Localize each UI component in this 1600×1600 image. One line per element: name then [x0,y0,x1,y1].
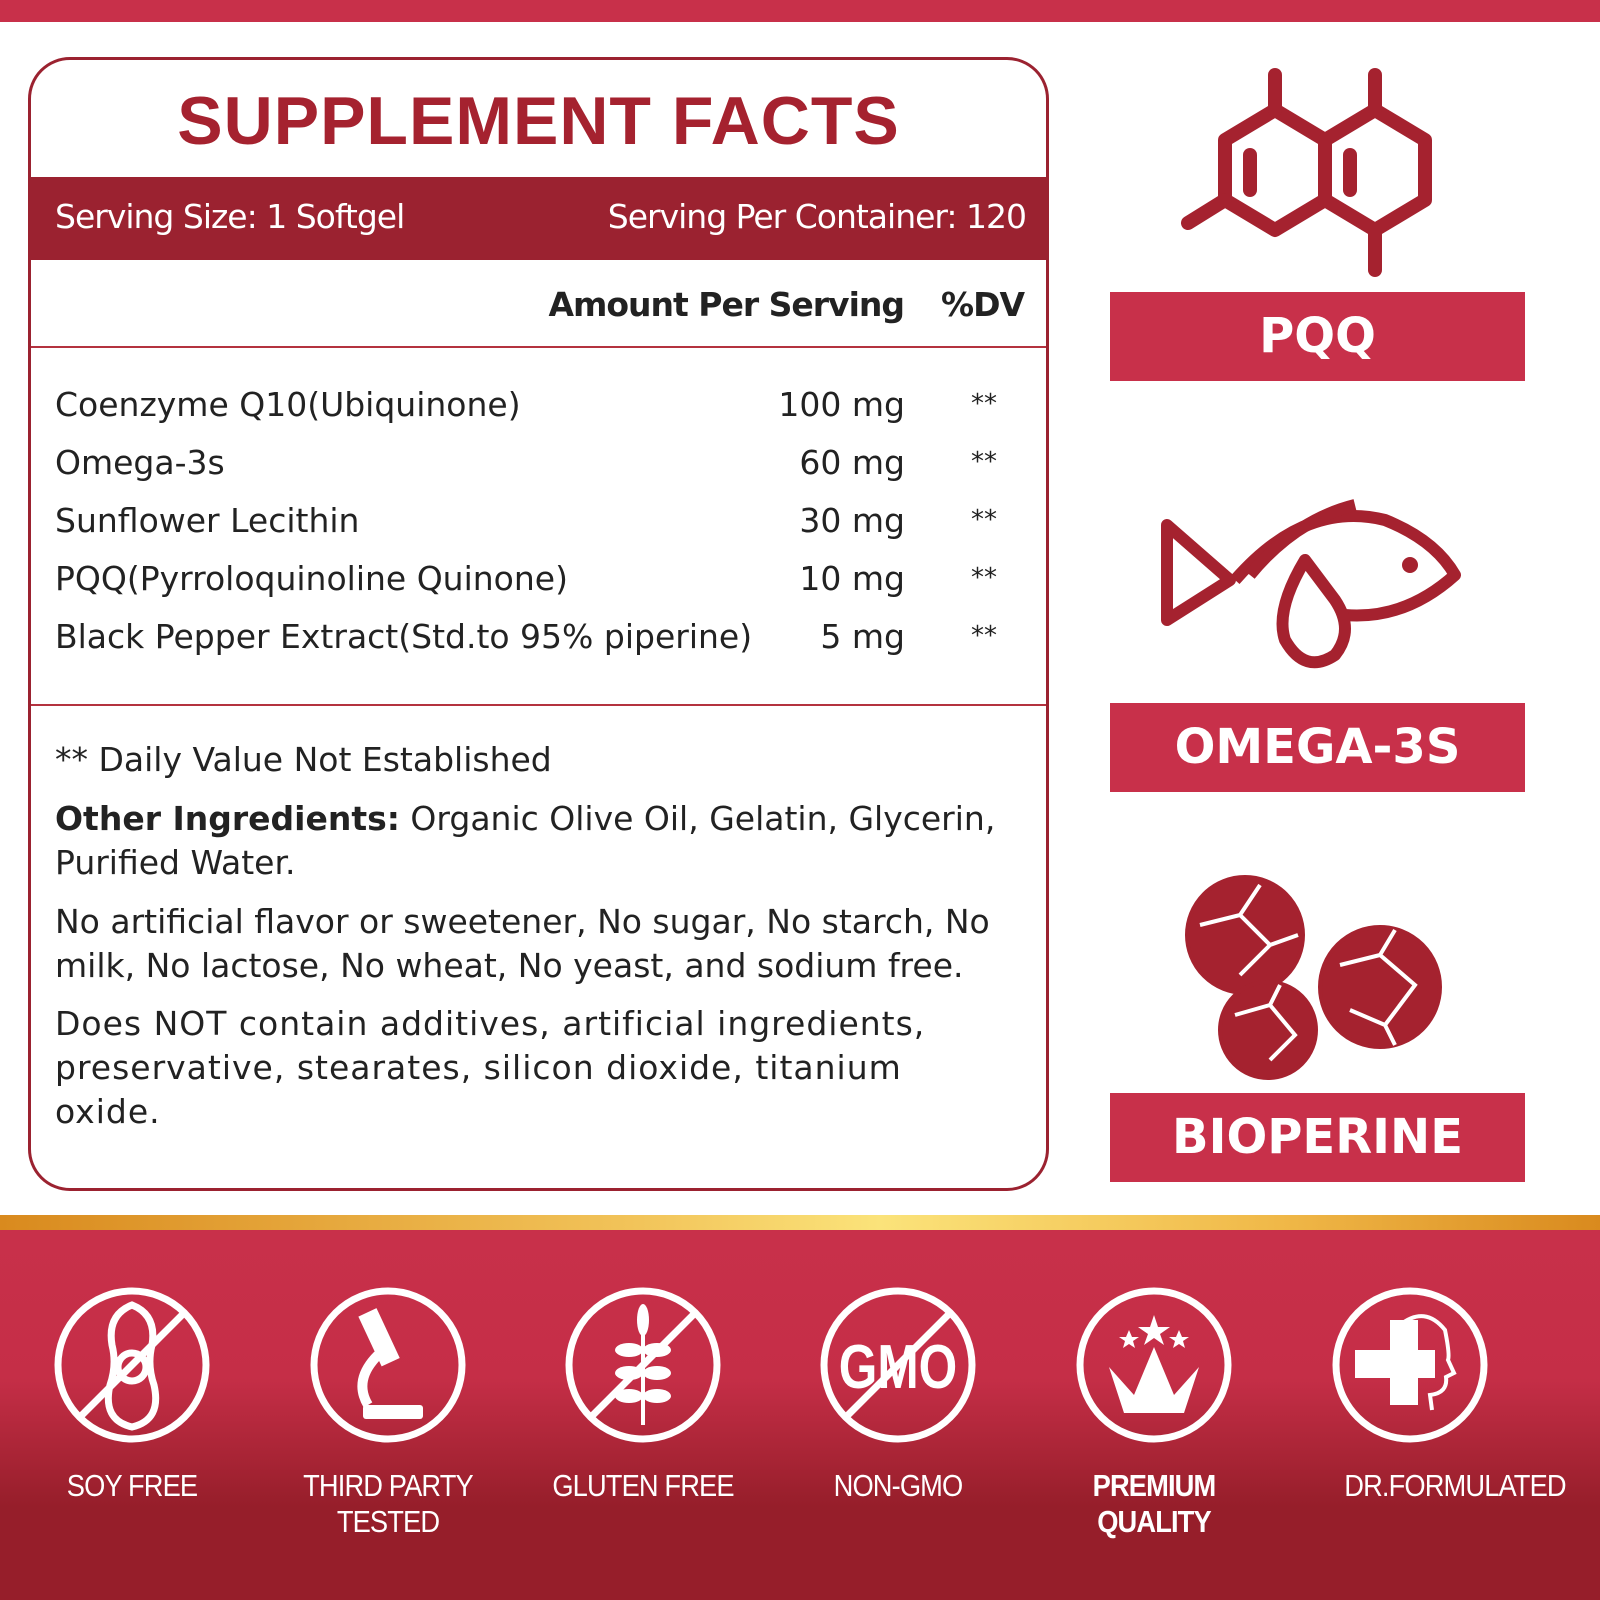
other-ingredients: Other Ingredients: Organic Olive Oil, Ge… [55,799,996,882]
fish-oil-icon [1161,499,1461,669]
amount-header: Amount Per Serving [548,285,905,324]
badge-label: THIRD PARTY TESTED [303,1468,474,1539]
facts-row: Coenzyme Q10(Ubiquinone) 100 mg ** [55,385,997,424]
badge-label: DR.FORMULATED [1344,1468,1566,1503]
badge-label: GLUTEN FREE [552,1468,734,1503]
facts-row: PQQ(Pyrroloquinoline Quinone) 10 mg ** [55,559,997,598]
supplement-facts-panel: SUPPLEMENT FACTS Serving Size: 1 Softgel… [28,57,1049,1191]
facts-row: Omega-3s 60 mg ** [55,443,997,482]
ingredient-label-bioperine: BIOPERINE [1110,1093,1525,1182]
crown-icon [1076,1287,1232,1443]
soy-free-icon [54,1287,210,1443]
badge-label: NON-GMO [833,1468,964,1503]
divider [31,704,1046,706]
doctor-icon [1332,1287,1488,1443]
gold-divider [0,1215,1600,1230]
gluten-free-icon [565,1287,721,1443]
not-contain-text: Does NOT contain additives, artificial i… [55,1004,926,1131]
facts-row: Sunflower Lecithin 30 mg ** [55,501,997,540]
non-gmo-icon: GMO [820,1287,976,1443]
serving-band: Serving Size: 1 Softgel Serving Per Cont… [31,177,1046,260]
footnote: ** Daily Value Not Established [55,740,552,779]
peppercorn-icon [1185,875,1442,1080]
badge-label: PREMIUM QUALITY [1092,1468,1217,1539]
microscope-icon [310,1287,466,1443]
ingredient-label-omega: OMEGA-3S [1110,703,1525,792]
facts-title: SUPPLEMENT FACTS [177,83,900,159]
serving-size: Serving Size: 1 Softgel [55,197,405,236]
divider [31,346,1046,348]
molecule-icon [1181,68,1432,277]
top-bar [0,0,1600,22]
dv-header: %DV [941,285,1025,324]
badge-label: SOY FREE [66,1468,198,1503]
free-from-text: No artificial flavor or sweetener, No su… [55,902,990,985]
servings-per-container: Serving Per Container: 120 [607,197,1027,236]
facts-row: Black Pepper Extract(Std.to 95% piperine… [55,617,997,656]
gmo-icon-text: GMO [839,1332,957,1402]
badges-section: GMO SOY FREE THIRD PARTY TESTED GLUTEN F… [0,1230,1600,1600]
ingredient-label-pqq: PQQ [1110,292,1525,381]
